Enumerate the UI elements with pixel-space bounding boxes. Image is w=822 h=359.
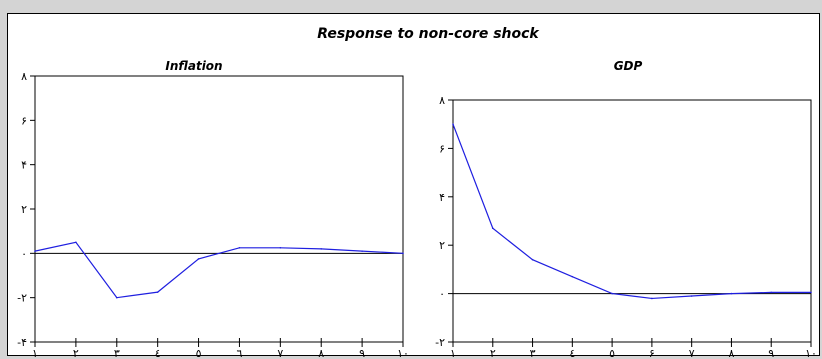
panel-title: GDP [614, 59, 643, 73]
series-line [452, 123, 811, 300]
data-point [611, 292, 613, 295]
chart-figure: Response to non-core shock Inflation ٨ ۶ ۴ ٢… [7, 13, 820, 357]
x-tick-label: ٧ [277, 347, 283, 357]
x-tick-label: ١٠ [397, 347, 409, 357]
x-tick-label: ٤ [569, 347, 575, 357]
plot-frame [34, 75, 404, 343]
x-tick-label: ٢ [490, 347, 496, 357]
y-tick-label: ٨ [21, 70, 27, 83]
x-tick-label: ١٠ [805, 347, 817, 357]
data-point [156, 291, 159, 293]
data-point [361, 250, 363, 252]
data-point [320, 248, 323, 250]
x-tick-label: ٧ [689, 347, 695, 357]
x-tick-label: ٨ [318, 347, 324, 357]
y-tick-label: ۶ [21, 114, 27, 127]
x-tick-label: ٩ [359, 347, 365, 357]
y-tick-label: ۴ [21, 159, 27, 172]
data-point [75, 241, 77, 244]
x-tick-label: ٩ [768, 347, 774, 357]
panel-gdp: GDP ٨ ۶ ۴ ٢ ٠ -٢ ١ ٢ ٣ ٤ ٥ ۶ ٧ ٨ ٩ ١٠ [435, 59, 817, 357]
x-tick-label: ٨ [728, 347, 734, 357]
data-point [571, 275, 574, 278]
data-point [690, 295, 693, 297]
y-tick-label: -٢ [17, 292, 27, 305]
y-tick-label: ٢ [439, 239, 445, 252]
plot-frame [452, 99, 812, 343]
data-point [197, 258, 200, 260]
x-tick-label: ٦ [236, 347, 242, 357]
data-point [402, 252, 404, 255]
data-point [452, 123, 454, 125]
data-point [115, 296, 118, 299]
x-tick-label: ٢ [73, 347, 79, 357]
x-tick-label: ١ [32, 347, 38, 357]
y-tick-label: ٠ [21, 247, 27, 260]
y-tick-label: ٢ [21, 203, 27, 216]
y-tick-label: ۴ [439, 191, 445, 204]
panel-title: Inflation [165, 59, 222, 73]
y-tick-label: ٨ [439, 94, 445, 107]
data-point [770, 291, 773, 294]
y-tick-label: -٢ [435, 336, 445, 349]
chart-title: Response to non-core shock [317, 26, 540, 42]
panels-layer: Inflation ٨ ۶ ۴ ٢ ٠ -٢ -۴ ١ ٢ ٣ ٤ ٥ ٦ ٧ ٨ ٩ ١٠ GDP ٨ ۶ ۴ ٢ ٠ -٢ ١… [17, 59, 817, 357]
y-tick-label: -۴ [17, 336, 27, 349]
data-point [810, 291, 812, 294]
data-point [238, 246, 241, 249]
x-tick-label: ١ [450, 347, 456, 357]
y-tick-label: ۶ [439, 142, 445, 155]
x-tick-label: ٣ [530, 347, 536, 357]
y-tick-label: ٠ [439, 288, 445, 301]
x-tick-label: ۶ [649, 347, 655, 357]
series-line [34, 241, 404, 299]
data-point [34, 250, 36, 252]
chart-canvas: Response to non-core shock Inflation ٨ ۶ ۴ ٢… [17, 26, 817, 357]
data-point [651, 297, 653, 300]
data-point [531, 258, 534, 261]
x-tick-label: ٥ [196, 347, 202, 357]
panel-inflation: Inflation ٨ ۶ ۴ ٢ ٠ -٢ -۴ ١ ٢ ٣ ٤ ٥ ٦ ٧ ٨ ٩ ١٠ [17, 59, 409, 357]
x-tick-label: ٥ [609, 347, 615, 357]
data-point [491, 227, 494, 230]
data-point [279, 246, 282, 249]
x-tick-label: ٤ [155, 347, 161, 357]
data-point [730, 292, 733, 295]
x-tick-label: ٣ [114, 347, 120, 357]
